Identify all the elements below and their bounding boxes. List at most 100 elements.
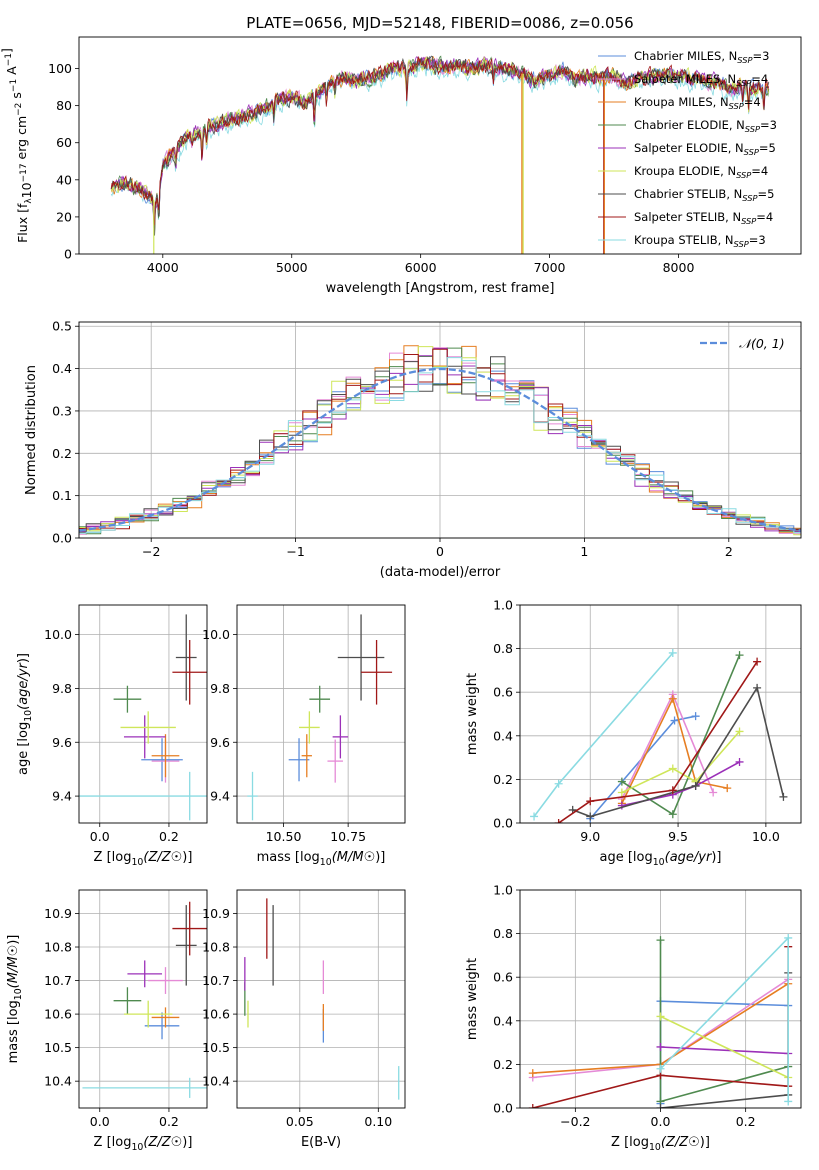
errorbar-salpeter-elodie xyxy=(123,715,166,759)
y-tick-label: 10.6 xyxy=(44,1007,72,1022)
errorbar-chabrier-stelib xyxy=(337,614,385,701)
x-tick-label: −1 xyxy=(286,544,304,559)
weight-marker-salpeter-miles xyxy=(709,788,718,797)
errorbar-kroupa-elodie xyxy=(123,1000,173,1028)
weight-marker-kroupa-elodie xyxy=(656,1012,665,1021)
x-tick-label: 0.2 xyxy=(736,1114,756,1129)
y-tick-label: 10.6 xyxy=(202,1007,230,1022)
y-tick-label: 10.9 xyxy=(44,906,72,921)
x-tick-label: −2 xyxy=(142,544,160,559)
label-part: Z [log xyxy=(611,1135,649,1150)
errorbar-kroupa-stelib xyxy=(247,771,258,821)
y-tick-label: 40 xyxy=(56,172,72,187)
y-tick-label: 10.0 xyxy=(202,627,230,642)
weight-marker-kroupa-stelib xyxy=(784,1097,793,1106)
label-part: (Z/Z xyxy=(661,1135,689,1150)
weight-marker-chabrier-stelib xyxy=(753,683,762,692)
errorbar-salpeter-elodie xyxy=(332,715,349,759)
legend-entry-chabrier-elodie: Chabrier ELODIE, NSSP=3 xyxy=(634,118,777,134)
y-tick-label: 10.7 xyxy=(44,973,72,988)
panel-residuals: −2 −1 0 1 2 0.0 0.1 0.2 0.3 0.4 0.5 (data-model)/er… xyxy=(24,319,802,580)
histogram-kroupa-elodie xyxy=(79,346,801,536)
weight-marker-salpeter-elodie xyxy=(656,1042,665,1051)
weight-marker-salpeter-stelib xyxy=(554,819,563,823)
y-tick-label: 0.5 xyxy=(52,319,72,334)
errorbar-chabrier-miles xyxy=(141,738,183,782)
x-tick-label: 0.0 xyxy=(90,829,110,844)
weight-marker-kroupa-miles xyxy=(528,1069,537,1078)
legend-entry-salpeter-elodie: Salpeter ELODIE, NSSP=5 xyxy=(634,141,776,157)
x-tick-label: 0.0 xyxy=(90,1114,110,1129)
y-tick-label: 10.7 xyxy=(202,973,230,988)
label-part: Kroupa STELIB, N xyxy=(634,233,734,247)
errorbar-kroupa-miles xyxy=(151,734,180,778)
legend-entry-salpeter-stelib: Salpeter STELIB, NSSP=4 xyxy=(634,210,773,226)
y-axis-label: mass [log10(M/M☉)] xyxy=(6,935,24,1064)
label-part: ☉)] xyxy=(171,1135,193,1150)
panel-z-weight: −0.2 0.0 0.2 0.0 0.2 0.4 0.6 0.8 1.0 Z [log10(Z/Z… xyxy=(465,883,802,1153)
plot-area xyxy=(530,648,788,823)
plot-area xyxy=(528,933,793,1108)
label-part: Salpeter ELODIE, N xyxy=(634,141,744,155)
label-sub: SSP xyxy=(741,216,756,226)
weight-line-salpeter-stelib xyxy=(558,661,758,823)
panel-mass-age: 10.50 10.75 9.4 9.6 9.8 10.0 mass [log10(M/M☉)… xyxy=(202,604,406,868)
y-tick-label: 20 xyxy=(56,209,72,224)
x-tick-label: 0.0 xyxy=(651,1114,671,1129)
weight-marker-chabrier-elodie xyxy=(617,777,626,786)
weight-marker-kroupa-stelib xyxy=(530,812,539,821)
errorbar-chabrier-stelib xyxy=(175,905,197,986)
x-tick-label: 2 xyxy=(725,544,733,559)
plot-area xyxy=(79,614,207,821)
label-part: s xyxy=(9,92,24,103)
weight-marker-kroupa-miles xyxy=(723,784,732,793)
label-part: ☉)] xyxy=(364,850,386,865)
label-part: Chabrier MILES, N xyxy=(634,49,737,63)
label-part: −17 xyxy=(19,163,29,182)
errorbar-salpeter-elodie xyxy=(127,960,163,988)
panel-age-weight: 9.0 9.5 10.0 0.0 0.2 0.4 0.6 0.8 1.0 age [log10(a… xyxy=(465,598,802,868)
label-sub: 10 xyxy=(649,1142,661,1153)
weight-marker-salpeter-elodie xyxy=(735,757,744,766)
histogram-kroupa-stelib xyxy=(79,357,801,534)
y-tick-label: 10.8 xyxy=(202,940,230,955)
x-tick-label: 0.10 xyxy=(364,1114,392,1129)
y-tick-label: 0.0 xyxy=(493,1101,513,1116)
x-axis-label: Z [log10(Z/Z☉)] xyxy=(94,850,193,868)
axes-frame xyxy=(519,889,802,1109)
y-tick-label: 0.2 xyxy=(493,1057,513,1072)
weight-line-chabrier-miles xyxy=(589,715,696,820)
label-part: ☉)] xyxy=(171,850,193,865)
label-sub: SSP xyxy=(742,193,757,203)
errorbar-kroupa-stelib xyxy=(82,1077,207,1098)
label-part: =4 xyxy=(756,210,773,224)
errorbar-kroupa-elodie xyxy=(299,711,320,744)
label-part: erg cm xyxy=(14,116,29,164)
errorbar-chabrier-elodie xyxy=(113,685,142,713)
label-part: (age/yr xyxy=(665,850,713,865)
x-tick-label: 8000 xyxy=(663,260,695,275)
y-axis-label: mass weight xyxy=(465,673,480,755)
label-sub: SSP xyxy=(734,239,749,249)
weight-marker-kroupa-elodie xyxy=(617,788,626,797)
label-part: Salpeter MILES, N xyxy=(634,72,736,86)
legend-entry-kroupa-stelib: Kroupa STELIB, NSSP=3 xyxy=(634,233,766,249)
label-part: (M/M xyxy=(6,956,21,988)
x-tick-label: 4000 xyxy=(147,260,179,275)
weight-marker-chabrier-miles xyxy=(691,712,700,721)
legend-entry-chabrier-stelib: Chabrier STELIB, NSSP=5 xyxy=(634,187,774,203)
y-tick-label: 9.4 xyxy=(210,789,230,804)
axes-frame xyxy=(236,889,406,1109)
label-part: Flux [f xyxy=(15,203,30,243)
label-part: −1 xyxy=(9,79,19,92)
label-part: ] xyxy=(0,48,14,53)
label-part: (Z/Z xyxy=(143,850,171,865)
label-part: =3 xyxy=(752,49,769,63)
plot-area xyxy=(79,345,801,536)
x-tick-label: 0.2 xyxy=(159,1114,179,1129)
weight-marker-salpeter-stelib xyxy=(586,797,595,806)
legend-entry-chabrier-miles: Chabrier MILES, NSSP=3 xyxy=(634,49,769,65)
weight-marker-chabrier-stelib xyxy=(656,1104,665,1108)
label-sub: SSP xyxy=(744,147,759,157)
